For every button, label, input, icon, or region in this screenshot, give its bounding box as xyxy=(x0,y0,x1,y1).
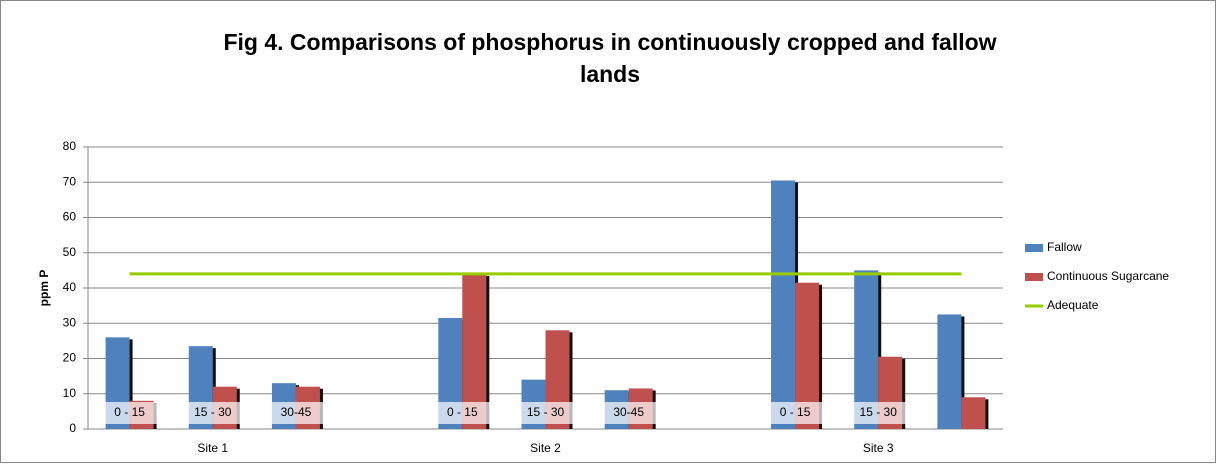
category-label: 30-45 xyxy=(613,405,644,419)
y-tick-label: 30 xyxy=(63,315,77,329)
category-label: 0 - 15 xyxy=(114,405,145,419)
category-label-box xyxy=(595,402,662,424)
x-tick-label: Site 2 xyxy=(530,441,561,455)
category-label-box xyxy=(179,402,246,424)
legend-label: Continuous Sugarcane xyxy=(1047,269,1169,283)
y-tick-label: 10 xyxy=(63,386,77,400)
category-label: 15 - 30 xyxy=(194,405,232,419)
legend-label: Fallow xyxy=(1047,240,1082,254)
category-label: 0 - 15 xyxy=(447,405,478,419)
x-tick-label: Site 3 xyxy=(863,441,894,455)
legend-swatch xyxy=(1025,244,1043,252)
y-tick-label: 80 xyxy=(63,139,77,153)
y-tick-label: 40 xyxy=(63,280,77,294)
chart-title: Fig 4. Comparisons of phosphorus in cont… xyxy=(223,29,997,87)
category-label: 15 - 30 xyxy=(527,405,565,419)
y-tick-label: 50 xyxy=(63,245,77,259)
bar xyxy=(937,314,962,429)
category-label: 30-45 xyxy=(281,405,312,419)
y-tick-label: 60 xyxy=(63,210,77,224)
category-label-box xyxy=(512,402,579,424)
category-label-box xyxy=(262,402,329,424)
bar xyxy=(961,397,986,429)
legend-label: Adequate xyxy=(1047,298,1099,312)
category-label-box xyxy=(96,402,163,424)
legend-swatch xyxy=(1025,273,1043,281)
y-tick-label: 0 xyxy=(69,421,76,435)
y-tick-label: 20 xyxy=(63,351,77,365)
category-label: 0 - 15 xyxy=(780,405,811,419)
category-label-box xyxy=(762,402,829,424)
x-tick-label: Site 1 xyxy=(197,441,228,455)
y-tick-label: 70 xyxy=(63,174,77,188)
category-label-box xyxy=(845,402,912,424)
category-label: 15 - 30 xyxy=(860,405,898,419)
bar xyxy=(771,180,796,429)
y-axis-label: ppm P xyxy=(37,270,51,307)
category-label-box xyxy=(429,402,496,424)
